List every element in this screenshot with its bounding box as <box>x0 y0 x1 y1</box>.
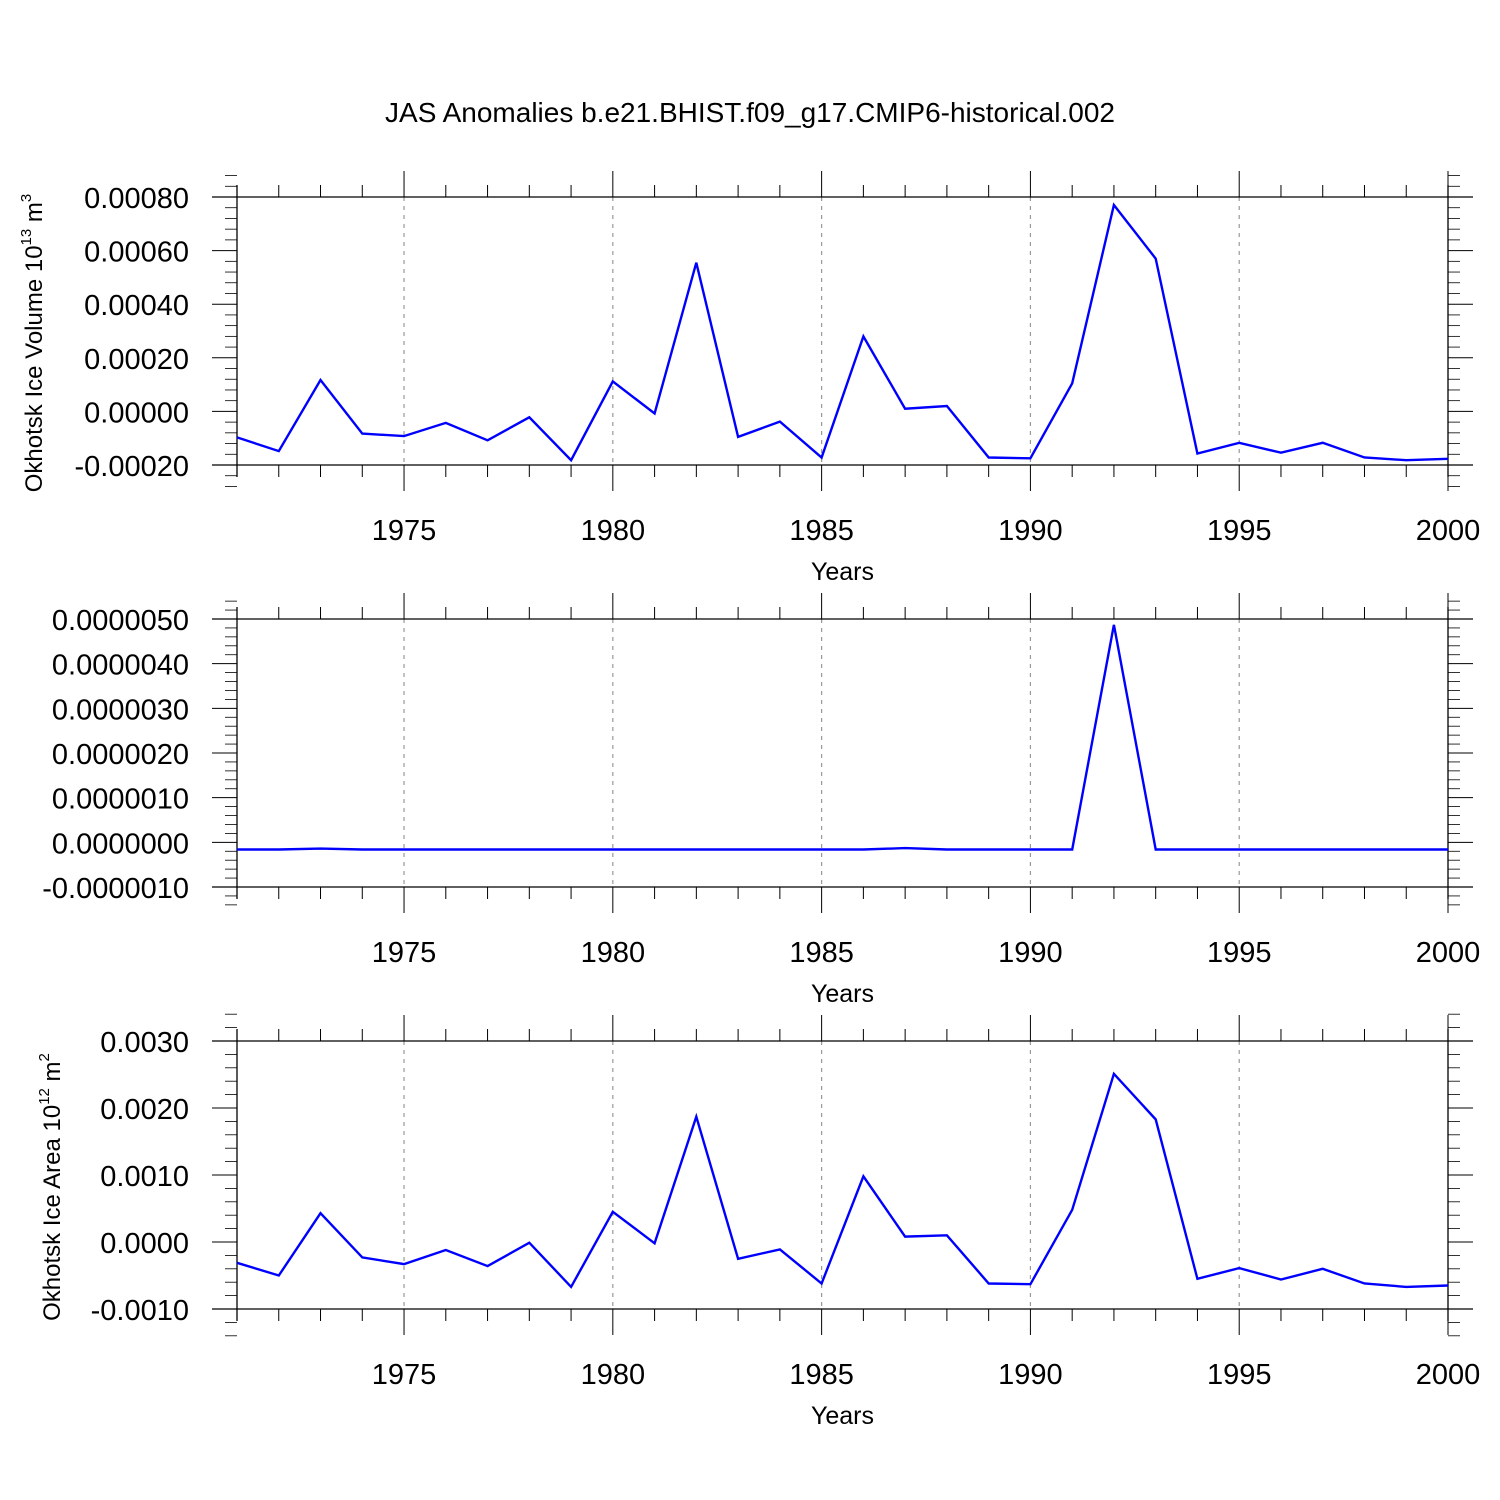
y-tick-label: 0.00060 <box>84 237 189 269</box>
x-tick-label: 1980 <box>581 937 646 969</box>
y-tick-label: 0.0020 <box>100 1094 189 1126</box>
x-tick-label: 1995 <box>1207 515 1272 547</box>
x-tick-label: 1980 <box>581 515 646 547</box>
y-tick-label: -0.0000010 <box>42 873 189 905</box>
chart-panel-1: 1975 1980 1985 1990 1995 2000 Years -0.00020 0.0… <box>18 171 1480 586</box>
y-tick-label: 0.0030 <box>100 1027 189 1059</box>
y-tick-label: -0.00020 <box>75 451 190 483</box>
y-tick-label: 0.0000020 <box>52 739 189 771</box>
y-tick-label: 0.0000 <box>100 1228 189 1260</box>
x-tick-label: 1995 <box>1207 937 1272 969</box>
x-tick-label: 1985 <box>789 937 854 969</box>
x-tick-label: 1975 <box>372 515 437 547</box>
y-tick-label: -0.0010 <box>91 1295 189 1327</box>
panels: 1975 1980 1985 1990 1995 2000 Years -0.00020 0.0… <box>18 171 1480 1430</box>
x-tick-label: 1985 <box>789 515 854 547</box>
x-tick-label: 2000 <box>1416 1359 1481 1391</box>
x-tick-label: 1985 <box>789 1359 854 1391</box>
x-tick-label: 2000 <box>1416 515 1481 547</box>
y-tick-label: 0.0000010 <box>52 784 189 816</box>
y-tick-label: 0.0000050 <box>52 605 189 637</box>
x-axis-label: Years <box>811 558 874 586</box>
figure-title: JAS Anomalies b.e21.BHIST.f09_g17.CMIP6-… <box>385 97 1115 128</box>
chart-panel-2: 1975 1980 1985 1990 1995 2000 Years -0.0000010 0… <box>42 593 1480 1008</box>
y-axis-label: Okhotsk Ice Volume 1013 m3 <box>18 194 48 493</box>
y-tick-label: 0.00000 <box>84 397 189 429</box>
series-line-1 <box>237 624 1448 851</box>
x-tick-label: 1975 <box>372 937 437 969</box>
x-axis-label: Years <box>811 980 874 1008</box>
x-tick-label: 1995 <box>1207 1359 1272 1391</box>
y-tick-label: 0.00040 <box>84 290 189 322</box>
x-tick-label: 1990 <box>998 1359 1063 1391</box>
y-axis-label: Okhotsk Ice Area 1012 m2 <box>36 1053 66 1321</box>
x-tick-label: 1980 <box>581 1359 646 1391</box>
y-tick-label: 0.00020 <box>84 344 189 376</box>
y-tick-label: 0.0000000 <box>52 828 189 860</box>
chart-panel-3: 1975 1980 1985 1990 1995 2000 Years -0.0010 0.00… <box>36 1013 1481 1430</box>
series-line-1 <box>236 1071 1449 1289</box>
y-tick-label: 0.0010 <box>100 1161 189 1193</box>
y-tick-label: 0.0000030 <box>52 694 189 726</box>
x-axis-label: Years <box>811 1402 874 1430</box>
x-tick-label: 2000 <box>1416 937 1481 969</box>
x-tick-label: 1975 <box>372 1359 437 1391</box>
y-tick-label: 0.0000040 <box>52 650 189 682</box>
x-tick-label: 1990 <box>998 937 1063 969</box>
x-tick-label: 1990 <box>998 515 1063 547</box>
series-line-1 <box>236 202 1449 463</box>
y-tick-label: 0.00080 <box>84 183 189 215</box>
